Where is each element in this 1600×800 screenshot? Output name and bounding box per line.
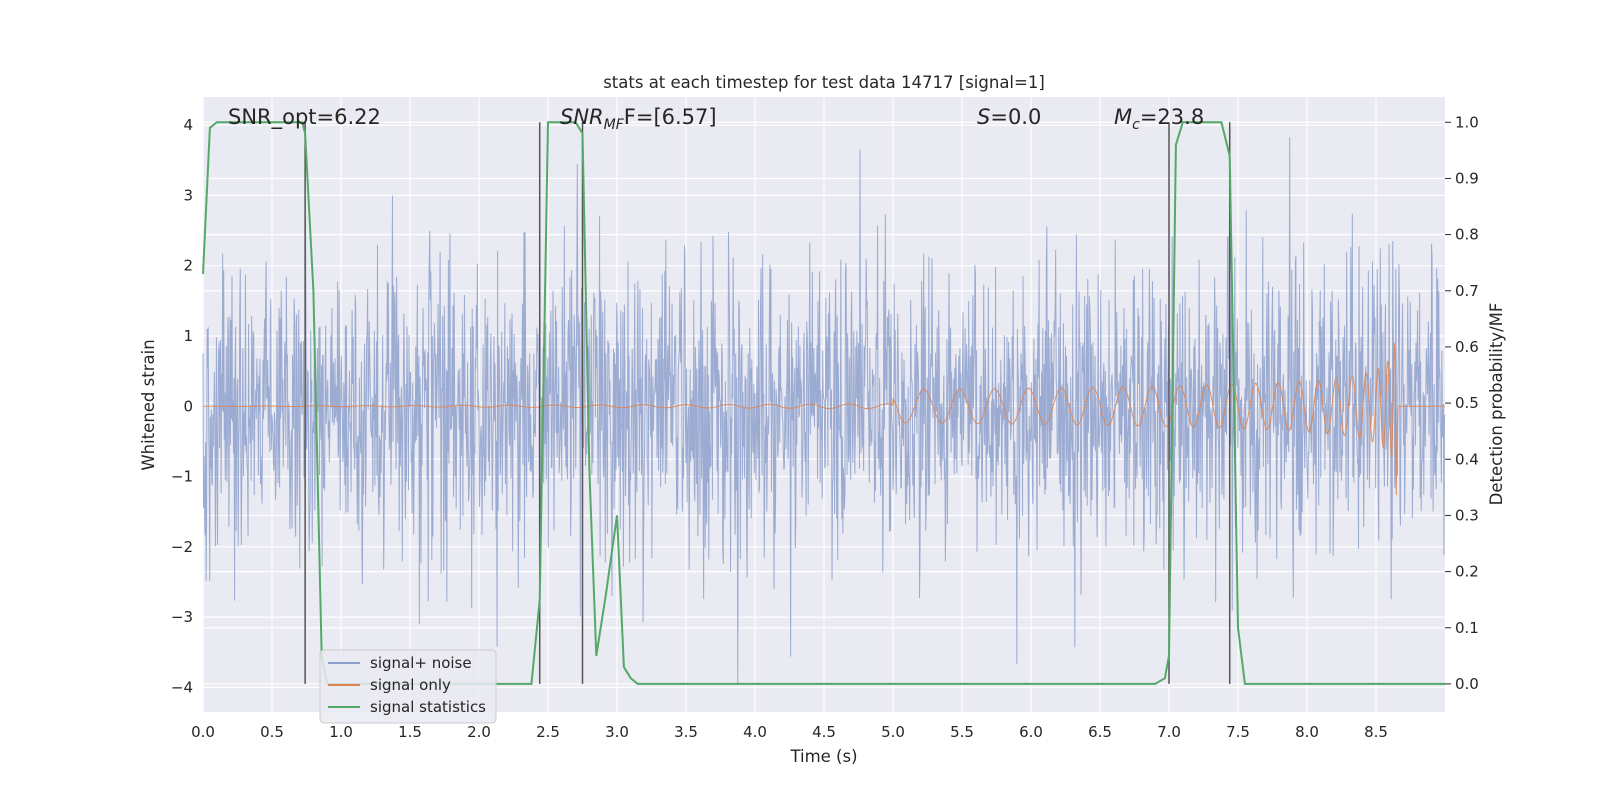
y-tick-label: −4 (171, 678, 193, 696)
x-tick-labels: 0.0 0.5 1.0 1.5 2.0 2.5 3.0 3.5 4.0 4.5 5.0 5.5 6.0 6… (191, 723, 1388, 741)
x-tick-label: 8.0 (1295, 723, 1319, 741)
x-tick-label: 5.0 (881, 723, 905, 741)
x-tick-label: 8.5 (1364, 723, 1388, 741)
x-tick-label: 5.5 (950, 723, 974, 741)
y-axis-label: Whitened strain (139, 339, 158, 470)
chart-title: stats at each timestep for test data 147… (603, 73, 1045, 92)
signal-only-series (203, 342, 1445, 496)
x-tick-label: 6.0 (1019, 723, 1043, 741)
annotation-snr-mf: SNRMFF=[6.57] (560, 105, 717, 133)
x-tick-label: 0.0 (191, 723, 215, 741)
x-tick-label: 3.0 (605, 723, 629, 741)
y-right-tick-label: 0.7 (1455, 282, 1479, 300)
y-right-tick-label: 0.5 (1455, 394, 1479, 412)
y-tick-label: −3 (171, 608, 193, 626)
statistics-line (202, 121, 1445, 685)
y-right-tick-label: 0.2 (1455, 563, 1479, 581)
y-tick-label: 0 (183, 397, 193, 415)
legend-label-noise: signal+ noise (370, 654, 472, 672)
annotation-snr-opt: SNR_opt=6.22 (228, 105, 381, 130)
x-tick-label: 2.0 (467, 723, 491, 741)
y-right-tick-label: 1.0 (1455, 113, 1479, 131)
y-tick-label: 4 (183, 116, 193, 134)
chirp-trace (203, 342, 1445, 496)
signal-statistics-series (202, 121, 1445, 685)
x-tick-label: 1.5 (398, 723, 422, 741)
y-tick-label: 3 (183, 186, 193, 204)
y-right-tick-label: 0.0 (1455, 675, 1479, 693)
x-tick-label: 6.5 (1088, 723, 1112, 741)
x-tick-label: 7.0 (1157, 723, 1181, 741)
annotation-s: S=0.0 (977, 105, 1041, 129)
x-tick-label: 4.0 (743, 723, 767, 741)
y-tick-labels: 4 3 2 1 0 −1 −2 −3 −4 (171, 116, 193, 696)
y-tick-label: −1 (171, 468, 193, 486)
y-right-tick-label: 0.1 (1455, 619, 1479, 637)
y-right-axis-label: Detection probability/MF (1487, 303, 1506, 506)
x-tick-label: 2.5 (536, 723, 560, 741)
y-tick-label: 1 (183, 327, 193, 345)
legend-label-signal: signal only (370, 676, 451, 694)
y-right-tick-labels: 1.0 0.9 0.8 0.7 0.6 0.5 0.4 0.3 0.2 0.1 0.0 (1445, 113, 1479, 693)
y-tick-label: −2 (171, 538, 193, 556)
y-right-tick-label: 0.6 (1455, 338, 1479, 356)
x-tick-label: 7.5 (1226, 723, 1250, 741)
y-right-tick-label: 0.4 (1455, 450, 1479, 468)
x-axis-label: Time (s) (789, 747, 857, 766)
legend-label-stats: signal statistics (370, 698, 486, 716)
x-tick-label: 1.0 (329, 723, 353, 741)
y-right-tick-label: 0.8 (1455, 226, 1479, 244)
annotation-mc: Mc=23.8 (1114, 105, 1204, 133)
noise-trace (202, 137, 1446, 684)
y-tick-label: 2 (183, 257, 193, 275)
legend-box (319, 649, 497, 724)
x-tick-label: 3.5 (674, 723, 698, 741)
annotations: SNR_opt=6.22 SNRMFF=[6.57] S=0.0 Mc=23.8 (228, 105, 1204, 133)
y-right-tick-label: 0.9 (1455, 169, 1479, 187)
x-tick-label: 0.5 (260, 723, 284, 741)
legend: signal+ noise signal only signal statist… (319, 649, 497, 724)
y-right-tick-label: 0.3 (1455, 506, 1479, 524)
signal-noise-series (202, 137, 1446, 684)
x-tick-label: 4.5 (812, 723, 836, 741)
